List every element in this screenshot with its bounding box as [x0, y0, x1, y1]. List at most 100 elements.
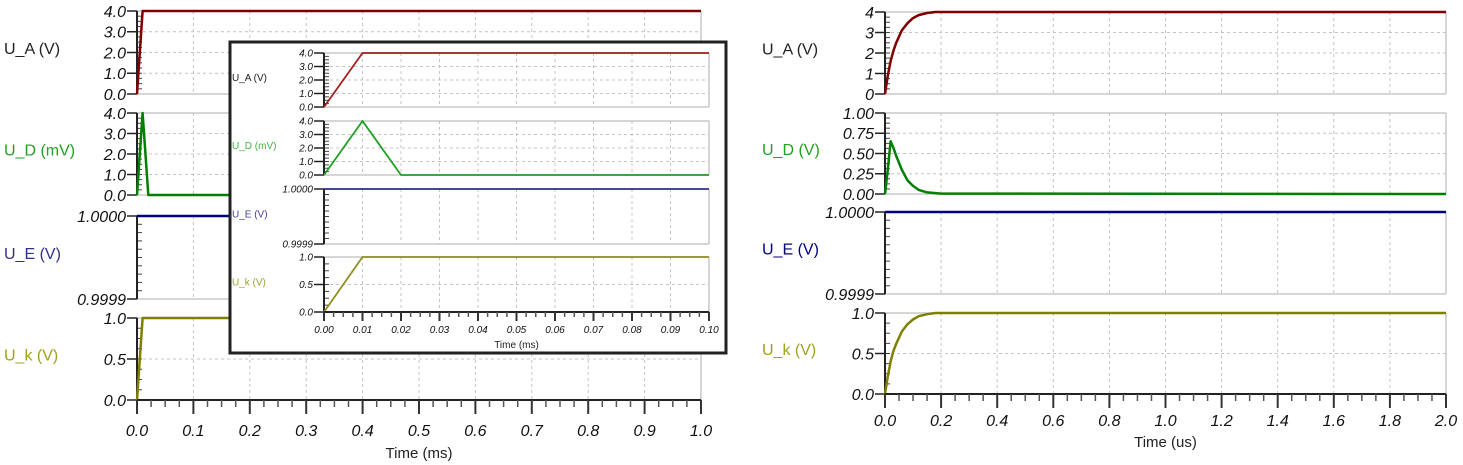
series-line-U_D	[883, 140, 1447, 196]
y-tick-label: 3.0	[299, 62, 313, 73]
y-tick-label: 0.0	[299, 103, 313, 114]
y-tick-label: 0.5	[852, 346, 874, 363]
x-tick-label: 0.0	[126, 423, 148, 440]
x-tick-label: 0.00	[314, 325, 334, 336]
y-tick-label: 0.9999	[77, 292, 126, 309]
x-tick-label: 0.2	[239, 423, 261, 440]
y-tick-label: 4.0	[104, 106, 126, 123]
panel-1: 0.0 1.0 2.0 3.0 4.0 U_D (mV)	[232, 117, 710, 182]
y-tick-label: 0.5	[299, 280, 313, 291]
y-tick-label: 4	[865, 5, 874, 22]
x-axis-title: Time (ms)	[386, 445, 453, 462]
y-tick-label: 0.0	[299, 308, 313, 319]
x-axis-title: Time (us)	[1134, 434, 1197, 451]
y-tick-label: 4.0	[104, 4, 126, 21]
series-label: U_A (V)	[232, 73, 267, 84]
x-tick-label: 0.5	[408, 423, 430, 440]
x-tick-label: 0.4	[351, 423, 373, 440]
series-label: U_k (V)	[762, 342, 816, 359]
x-tick-label: 1.4	[1267, 413, 1289, 430]
y-tick-label: 4.0	[299, 117, 313, 128]
y-tick-label: 0.00	[843, 187, 874, 204]
y-tick-label: 0	[865, 87, 874, 104]
y-tick-label: 3.0	[299, 130, 313, 141]
x-tick-label: 0.02	[391, 325, 411, 336]
panel-2: 0.9999 1.0000 U_E (V)	[762, 205, 1447, 304]
series-line-U_k	[883, 311, 1446, 395]
series-label: U_D (mV)	[232, 141, 276, 152]
y-tick-label: 1.0	[299, 157, 313, 168]
x-tick-label: 1.8	[1379, 413, 1401, 430]
x-tick-label: 0.7	[521, 423, 544, 440]
y-tick-label: 1.0000	[282, 185, 313, 196]
x-tick-label: 0.07	[584, 325, 604, 336]
y-tick-label: 0.0	[104, 87, 126, 104]
x-tick-label: 0.8	[1098, 413, 1120, 430]
x-tick-label: 1.6	[1323, 413, 1345, 430]
x-tick-label: 0.2	[930, 413, 952, 430]
x-tick-label: 2.0	[1434, 413, 1457, 430]
series-label: U_D (mV)	[4, 143, 75, 160]
y-tick-label: 1.0	[299, 253, 313, 264]
y-tick-label: 1	[865, 66, 874, 83]
y-tick-label: 0.0	[299, 171, 313, 182]
y-tick-label: 2.0	[103, 45, 126, 62]
panel-0: 0 1 2 3 4 U_A (V)	[762, 5, 1447, 104]
y-tick-label: 3.0	[104, 126, 126, 143]
x-tick-label: 0.3	[295, 423, 317, 440]
x-tick-label: 0.03	[430, 325, 450, 336]
series-label: U_E (V)	[232, 210, 268, 221]
x-tick-label: 0.09	[661, 325, 681, 336]
x-tick-label: 1.0	[1154, 413, 1176, 430]
x-tick-label: 0.4	[986, 413, 1008, 430]
series-line-U_A	[323, 52, 709, 108]
panel-0: 0.0 1.0 2.0 3.0 4.0 U_A (V)	[232, 49, 710, 114]
series-line-U_A	[135, 9, 701, 95]
y-tick-label: 1.0	[104, 66, 126, 83]
x-tick-label: 1.2	[1210, 413, 1232, 430]
y-tick-label: 0.9999	[825, 287, 874, 304]
x-tick-label: 0.04	[468, 325, 488, 336]
series-label: U_E (V)	[4, 246, 61, 263]
y-tick-label: 1.0	[299, 89, 313, 100]
y-tick-label: 0.75	[843, 126, 874, 143]
series-label: U_E (V)	[762, 242, 819, 259]
y-tick-label: 1.0000	[77, 209, 126, 226]
series-line-U_D	[323, 120, 709, 176]
y-tick-label: 4.0	[299, 49, 313, 60]
panel-1: 0.00 0.25 0.50 0.75 1.00 U_D (V)	[762, 106, 1447, 204]
x-tick-label: 0.6	[464, 423, 486, 440]
y-tick-label: 1.0	[104, 167, 126, 184]
series-line-U_A	[883, 10, 1446, 95]
series-label: U_A (V)	[762, 42, 818, 59]
y-tick-label: 2	[864, 46, 874, 63]
y-tick-label: 0.5	[104, 352, 126, 369]
x-tick-label: 0.0	[874, 413, 896, 430]
x-tick-label: 0.9	[633, 423, 655, 440]
series-line-U_k	[323, 256, 709, 313]
x-tick-label: 0.1	[182, 423, 204, 440]
series-label: U_k (V)	[232, 278, 266, 289]
y-tick-label: 1.00	[843, 106, 874, 123]
y-tick-label: 1.0	[104, 311, 126, 328]
y-tick-label: 3	[865, 25, 874, 42]
y-tick-label: 0.0	[104, 393, 126, 410]
chart-inset: 0.0 1.0 2.0 3.0 4.0 U_A (V) 0.0 1.0 2.0 3.0 4.0 U_D…	[228, 40, 728, 355]
series-label: U_A (V)	[4, 41, 60, 58]
y-tick-label: 2.0	[103, 147, 126, 164]
y-tick-label: 2.0	[298, 76, 313, 87]
y-tick-label: 2.0	[298, 144, 313, 155]
x-tick-label: 1.0	[690, 423, 712, 440]
y-tick-label: 0.9999	[282, 240, 313, 251]
x-tick-label: 0.05	[507, 325, 527, 336]
x-axis-title: Time (ms)	[494, 340, 539, 351]
y-tick-label: 3.0	[104, 25, 126, 42]
y-tick-label: 0.0	[104, 188, 126, 205]
x-tick-label: 0.10	[699, 325, 719, 336]
y-tick-label: 0.50	[843, 146, 874, 163]
y-tick-label: 0.25	[843, 167, 874, 184]
panel-3: 0.0 0.5 1.0 U_k (V)	[762, 306, 1447, 404]
y-tick-label: 0.0	[852, 387, 874, 404]
